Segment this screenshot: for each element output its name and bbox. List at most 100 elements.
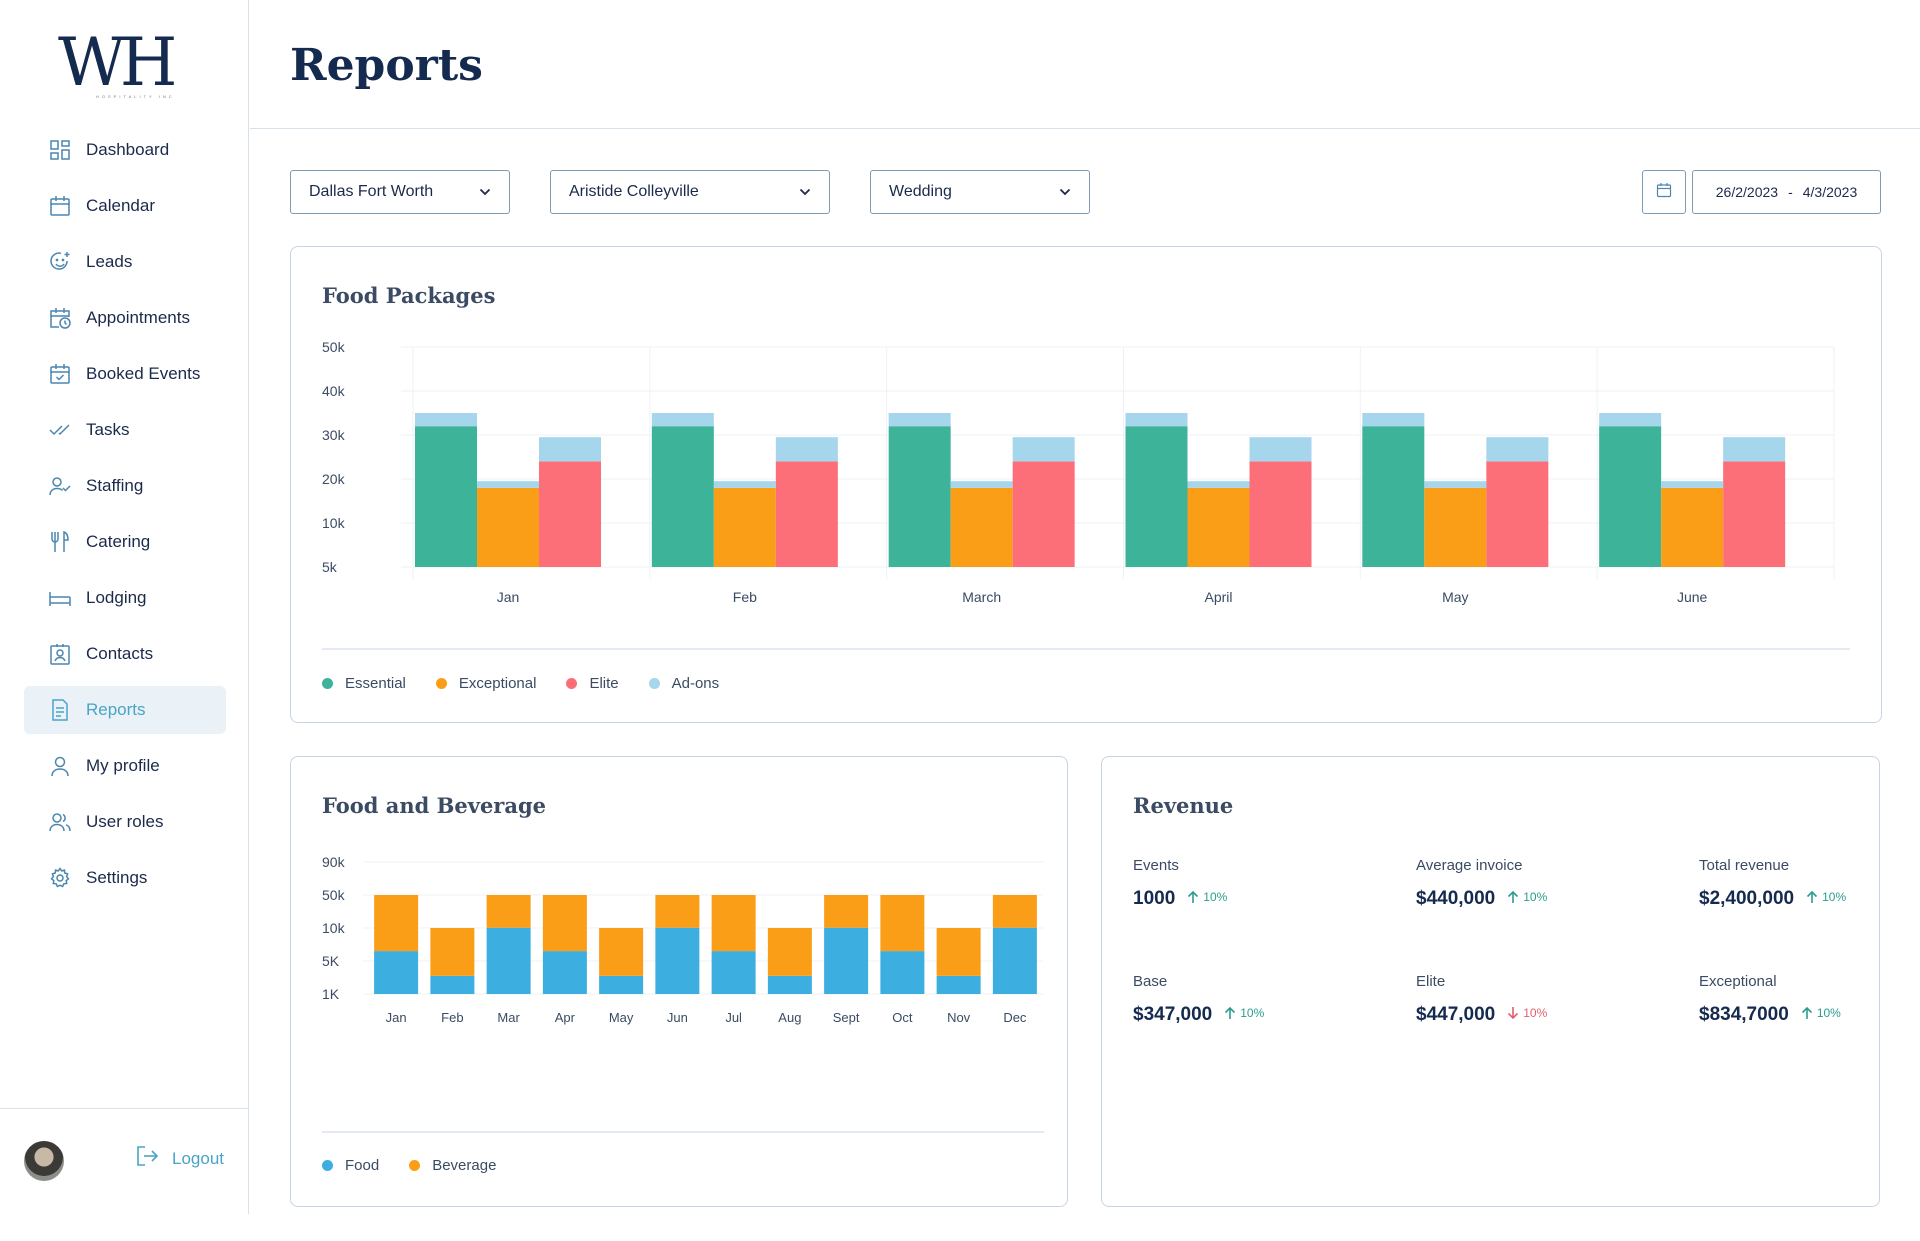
stat-exceptional: Exceptional $834,7000 10% — [1699, 973, 1920, 1026]
sidebar-item-lodging[interactable]: Lodging — [24, 574, 226, 622]
bar-addons — [1661, 481, 1724, 488]
bar-exceptional — [1424, 487, 1487, 567]
venue-select[interactable]: Aristide Colleyville — [550, 170, 830, 214]
bar-exceptional — [1187, 487, 1250, 567]
sidebar-item-my-profile[interactable]: My profile — [24, 742, 226, 790]
venue-select-value: Aristide Colleyville — [569, 183, 699, 200]
contact-card-icon — [48, 642, 72, 666]
smile-plus-icon — [48, 250, 72, 274]
sidebar-item-calendar[interactable]: Calendar — [24, 182, 226, 230]
x-tick-label: Feb — [733, 589, 757, 605]
sidebar-item-staffing[interactable]: Staffing — [24, 462, 226, 510]
bar-exceptional — [477, 487, 539, 567]
trend-down: 10% — [1507, 1006, 1547, 1020]
logout-label: Logout — [172, 1148, 224, 1168]
report-icon — [48, 698, 72, 722]
bar-beverage — [655, 895, 700, 928]
sidebar-item-label: My profile — [86, 756, 160, 775]
bar-essential — [651, 426, 714, 567]
bar-beverage — [767, 928, 812, 976]
y-tick-label: 10k — [322, 515, 346, 531]
sidebar-item-label: Catering — [86, 532, 151, 551]
bar-addons — [477, 481, 539, 488]
sidebar-item-user-roles[interactable]: User roles — [24, 798, 226, 846]
legend-item-food: Food — [322, 1157, 379, 1174]
calendar-clock-icon — [48, 306, 72, 330]
sidebar-item-contacts[interactable]: Contacts — [24, 630, 226, 678]
sidebar-item-dashboard[interactable]: Dashboard — [24, 126, 226, 174]
x-tick-label: Jul — [725, 1010, 742, 1025]
logout-button[interactable]: Logout — [136, 1145, 224, 1172]
gear-icon — [48, 866, 72, 890]
bar-elite — [1486, 461, 1549, 567]
x-tick-label: Mar — [497, 1010, 520, 1025]
region-select[interactable]: Dallas Fort Worth — [290, 170, 510, 214]
sidebar-item-tasks[interactable]: Tasks — [24, 406, 226, 454]
bar-essential — [1125, 426, 1188, 567]
bar-exceptional — [950, 487, 1013, 567]
legend-dot — [322, 678, 333, 689]
sidebar-item-reports[interactable]: Reports — [24, 686, 226, 734]
y-tick-label: 20k — [322, 471, 346, 487]
sidebar-item-label: Leads — [86, 252, 133, 271]
bar-elite — [539, 461, 601, 567]
sidebar-item-leads[interactable]: Leads — [24, 238, 226, 286]
bar-addons — [539, 437, 601, 462]
arrow-down-icon — [1508, 1007, 1519, 1020]
date-range-field[interactable]: 26/2/2023 - 4/3/2023 — [1692, 170, 1881, 214]
stat-name: Events — [1133, 857, 1179, 874]
y-tick-label: 10k — [322, 920, 346, 936]
legend-label: Elite — [589, 675, 619, 692]
stat-name: Total revenue — [1699, 857, 1790, 874]
bar-beverage — [486, 895, 531, 928]
food-packages-card: Food Packages 5k 10k 20k 30k 40k 50k Jan Feb Mar… — [290, 246, 1882, 723]
user-check-icon — [48, 474, 72, 498]
x-tick-label: Jun — [667, 1010, 688, 1025]
bar-food — [599, 975, 644, 994]
sidebar-item-label: Staffing — [86, 476, 144, 495]
bar-addons — [888, 413, 951, 427]
legend-item-addons: Ad-ons — [648, 675, 719, 692]
avatar[interactable] — [24, 1141, 64, 1181]
sidebar-item-label: Booked Events — [86, 364, 201, 383]
x-tick-label: Dec — [1003, 1010, 1027, 1025]
bar-exceptional — [713, 487, 776, 567]
bar-beverage — [430, 928, 475, 976]
sidebar-item-settings[interactable]: Settings — [24, 854, 226, 902]
calendar-icon — [48, 194, 72, 218]
sidebar-item-appointments[interactable]: Appointments — [24, 294, 226, 342]
bar-addons — [1424, 481, 1487, 488]
bar-essential — [888, 426, 951, 567]
bar-addons — [1187, 481, 1250, 488]
y-tick-label: 90k — [322, 854, 346, 870]
date-separator: - — [1788, 184, 1793, 200]
x-tick-label: Oct — [892, 1010, 913, 1025]
trend-up: 10% — [1801, 1006, 1841, 1020]
sidebar-item-catering[interactable]: Catering — [24, 518, 226, 566]
sidebar-item-booked-events[interactable]: Booked Events — [24, 350, 226, 398]
bar-elite — [1012, 461, 1075, 567]
logo[interactable]: WH HOSPITALITY INC — [58, 24, 194, 102]
region-select-value: Dallas Fort Worth — [309, 183, 434, 200]
stat-name: Base — [1133, 973, 1168, 990]
bar-food — [430, 975, 475, 994]
stat-value: $447,000 — [1416, 1004, 1496, 1025]
logout-icon — [136, 1145, 160, 1172]
y-tick-label: 50k — [322, 339, 346, 355]
bar-addons — [775, 437, 838, 462]
event-type-select[interactable]: Wedding — [870, 170, 1090, 214]
date-picker-button[interactable] — [1642, 170, 1686, 214]
bar-beverage — [711, 895, 756, 952]
arrow-up-icon — [1188, 890, 1199, 903]
bar-addons — [1362, 413, 1425, 427]
stat-value: $2,400,000 — [1699, 888, 1795, 909]
bar-addons — [950, 481, 1013, 488]
legend-label: Exceptional — [458, 675, 537, 692]
legend-item-exceptional: Exceptional — [435, 675, 537, 692]
x-tick-label: April — [1204, 589, 1232, 605]
trend-up: 10% — [1187, 890, 1227, 904]
bar-food — [542, 951, 587, 994]
bar-food — [992, 927, 1037, 994]
bar-beverage — [599, 928, 644, 976]
bar-food — [655, 927, 700, 994]
